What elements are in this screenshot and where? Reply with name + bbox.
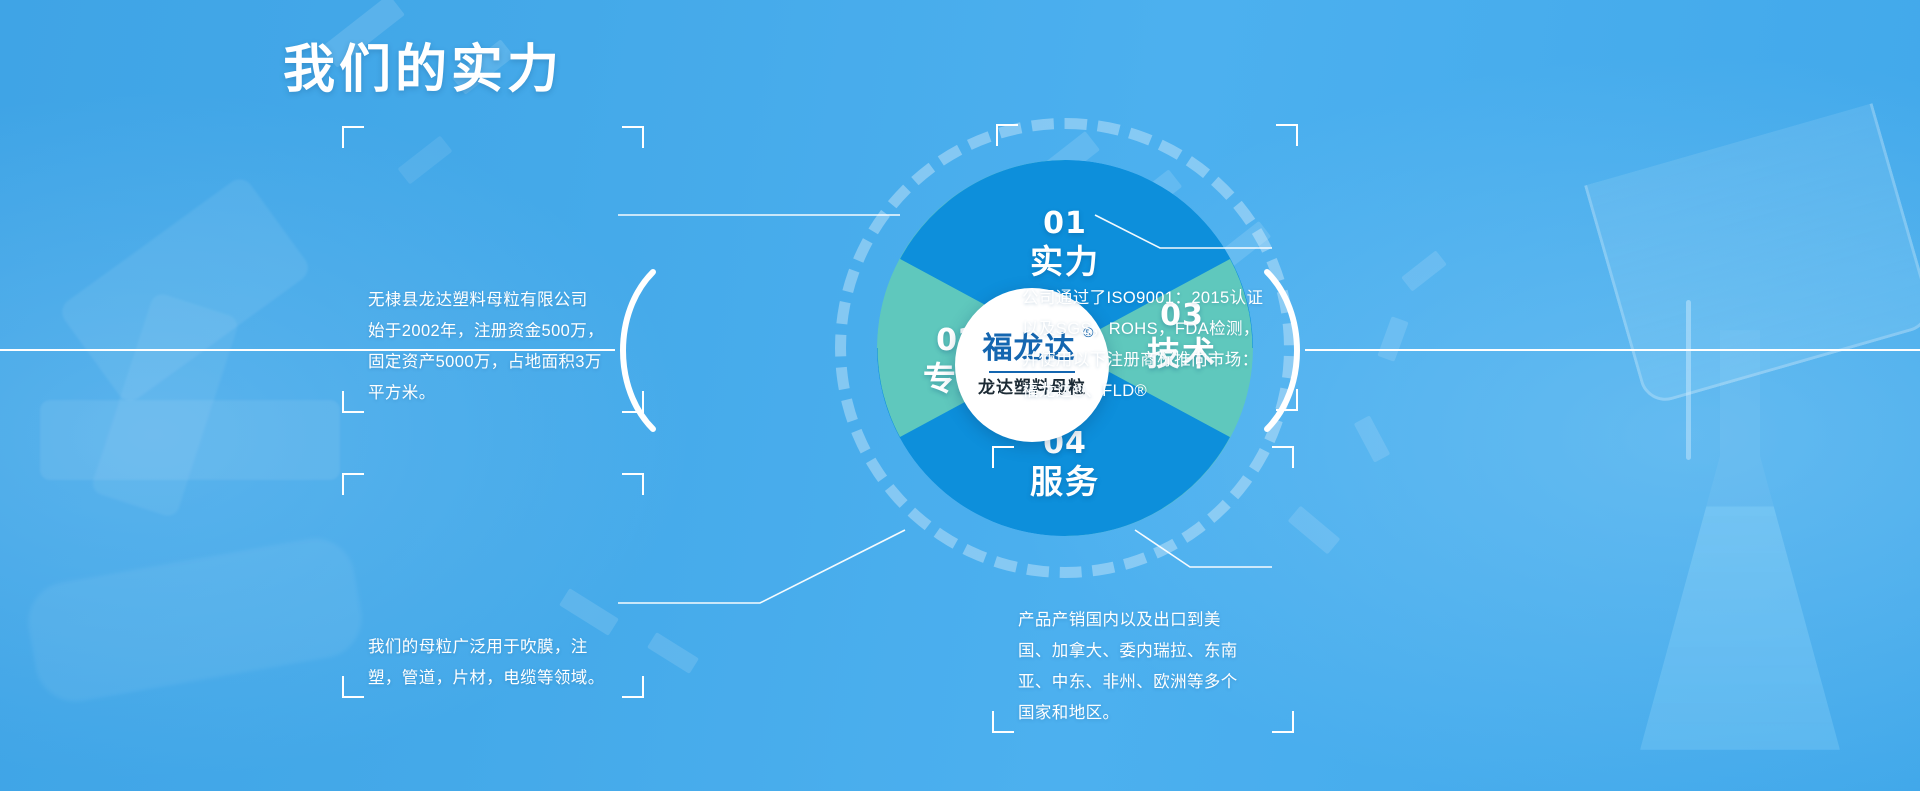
- horizontal-rule-left: [0, 349, 615, 351]
- bracket-top-left-icon: [342, 473, 364, 495]
- info-text-certification: 公司通过了ISO9001：2015认证 以及SGS，ROHS，FDA检测， 并使…: [1022, 289, 1264, 401]
- logo-divider: [989, 371, 1075, 373]
- horizontal-rule-right: [1305, 349, 1920, 351]
- bracket-bottom-left-icon: [996, 389, 1018, 412]
- bracket-bottom-right-icon: [622, 676, 644, 699]
- info-text-strength: 无棣县龙达塑料母粒有限公司 始于2002年，注册资金500万， 固定资产5000…: [368, 291, 605, 403]
- info-block-strength: 无棣县龙达塑料母粒有限公司 始于2002年，注册资金500万， 固定资产5000…: [342, 126, 644, 414]
- logo-brand-name: 福龙达 ®: [982, 325, 1094, 365]
- logo-brand-text: 福龙达: [982, 332, 1076, 365]
- info-block-application: 我们的母粒广泛用于吹膜，注 塑，管道，片材，电缆等领域。: [342, 473, 644, 699]
- page-title: 我们的实力: [283, 41, 564, 99]
- liquid-pour-stream: [1686, 300, 1691, 460]
- bracket-top-right-icon: [622, 473, 644, 495]
- info-text-application: 我们的母粒广泛用于吹膜，注 塑，管道，片材，电缆等领域。: [368, 638, 605, 688]
- microscope-silhouette-base: [22, 532, 368, 708]
- info-text-markets: 产品产销国内以及出口到美 国、加拿大、委内瑞拉、东南 亚、中东、非州、欧洲等多个…: [1018, 611, 1238, 723]
- bracket-bottom-right-icon: [1272, 711, 1294, 734]
- bracket-bottom-left-icon: [342, 391, 364, 414]
- bracket-top-right-icon: [622, 126, 644, 148]
- registered-trademark-icon: ®: [1083, 324, 1095, 340]
- info-block-markets: 产品产销国内以及出口到美 国、加拿大、委内瑞拉、东南 亚、中东、非州、欧洲等多个…: [992, 446, 1294, 734]
- bracket-top-left-icon: [992, 446, 1014, 468]
- center-logo-badge: 福龙达 ® 龙达塑料母粒: [955, 288, 1109, 442]
- microscope-silhouette-stage: [40, 400, 340, 480]
- dashed-decorative-ring: [835, 118, 1295, 578]
- bracket-top-right-icon: [1272, 446, 1294, 468]
- bracket-bottom-left-icon: [992, 711, 1014, 734]
- bracket-bottom-left-icon: [342, 676, 364, 699]
- left-arc-bracket: [620, 269, 656, 432]
- bracket-top-left-icon: [342, 126, 364, 148]
- logo-subtitle: 龙达塑料母粒: [978, 378, 1086, 397]
- info-block-certification: 公司通过了ISO9001：2015认证 以及SGS，ROHS，FDA检测， 并使…: [996, 124, 1298, 412]
- bracket-bottom-right-icon: [1276, 389, 1298, 412]
- bracket-bottom-right-icon: [622, 391, 644, 414]
- bracket-top-left-icon: [996, 124, 1018, 146]
- bracket-top-right-icon: [1276, 124, 1298, 146]
